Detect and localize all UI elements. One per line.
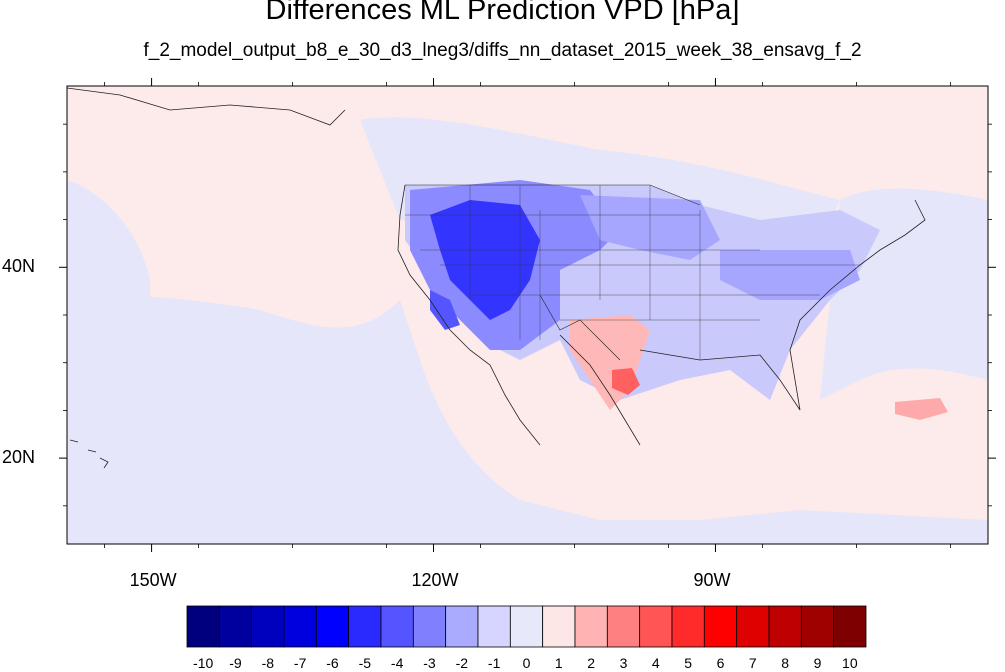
colorbar-swatch [251,605,285,648]
atlantic-red-patch [895,398,948,420]
colorbar-swatch [768,605,802,648]
colorbar-label: 1 [554,655,563,671]
colorbar-swatch [283,605,317,648]
colorbar-swatch [703,605,738,648]
colorbar-swatch [380,605,414,648]
colorbar-swatch [833,605,867,648]
colorbar-label: -2 [455,655,469,671]
colorbar-label: -10 [193,655,214,671]
colorbar-swatch [542,605,576,648]
north-america-coastline [397,184,926,446]
colorbar-label: -1 [487,655,501,671]
hawaii-islands [69,439,109,469]
colorbar-swatch [509,605,544,648]
alaska-coastline [67,87,346,126]
vpd-difference-map [59,78,996,552]
colorbar-label: -3 [423,655,436,671]
colorbar-swatch [445,605,479,648]
map-ticks [59,78,996,552]
colorbar-swatch [671,605,705,648]
great-basin-dark-blue [430,200,540,320]
colorbar-label: 0 [522,655,531,671]
colorbar-swatch [218,605,253,648]
colorbar-label: 4 [651,655,660,671]
colorbar-swatch [348,605,382,648]
colorbar-label: -4 [390,655,404,671]
colorbar-label: 2 [587,655,596,671]
texas-red-core [612,368,640,395]
pacific-west-light-blue-region [67,180,150,544]
colorbar-label: 8 [781,655,790,671]
colorbar-label: 7 [748,655,757,671]
colorbar-swatch [639,605,673,648]
colorbar-label: 5 [684,655,693,671]
y-tick-label: 40N [2,256,36,277]
colorbar-label: 6 [716,655,725,671]
colorbar-label: 10 [842,655,858,671]
x-tick-label: 120W [411,570,459,590]
colorbar-swatch [412,605,447,648]
x-tick-label: 90W [693,570,731,590]
colorbar-label: -5 [358,655,372,671]
map-title: Differences ML Prediction VPD [hPa] [265,0,740,26]
colorbar-label: 9 [813,655,822,671]
y-tick-label: 20N [2,447,36,468]
pacific-light-blue-region [67,295,988,544]
colorbar-swatch [800,605,835,648]
colorbar-swatch [477,605,511,648]
x-tick-label: 150W [129,570,177,590]
colorbar-label: -7 [293,655,307,671]
state-boundaries [405,185,860,360]
colorbar-swatch [186,605,220,648]
colorbar-label: -6 [326,655,339,671]
colorbar-swatch [574,605,608,648]
california-dark-blue [430,290,460,330]
map-subtitle: f_2_model_output_b8_e_30_d3_lneg3/diffs_… [143,40,862,61]
colorbar-swatch [736,605,770,648]
colorbar-swatch [315,605,350,648]
colorbar-swatch [606,605,641,648]
eastern-medium-blue [720,250,860,300]
colorbar-label: -9 [229,655,242,671]
colorbar-label: 3 [619,655,628,671]
colorbar-label: -8 [261,655,275,671]
